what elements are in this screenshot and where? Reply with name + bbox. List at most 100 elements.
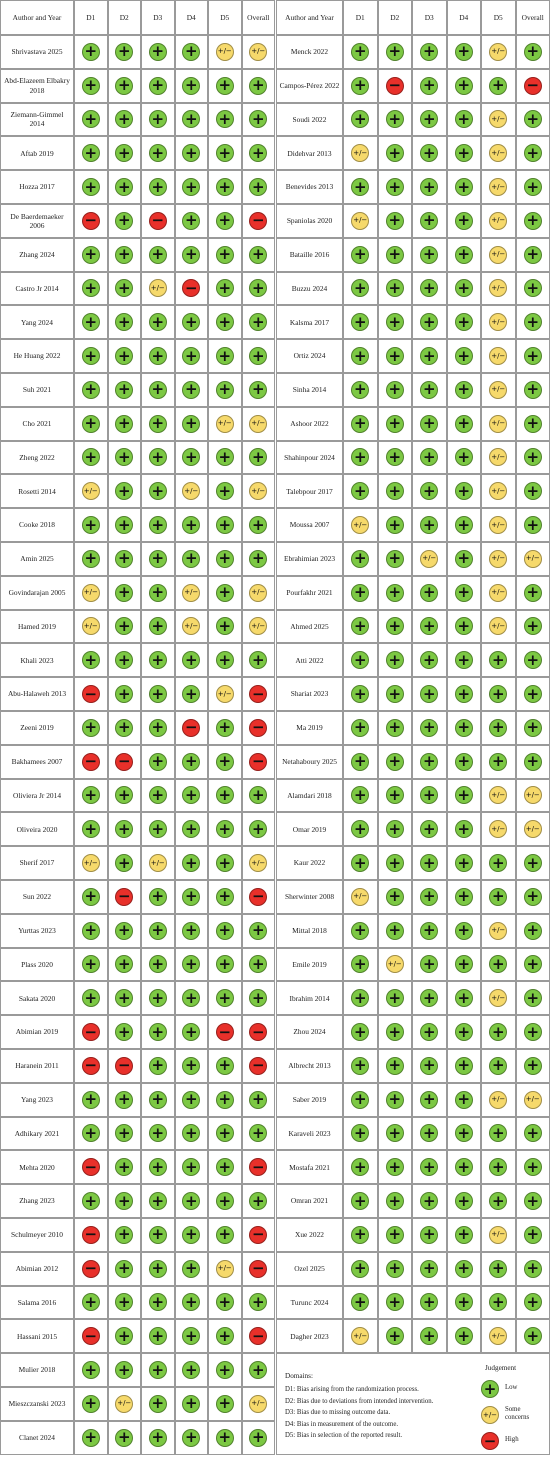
judgement-cell: + [107, 305, 141, 340]
judgement-symbol: + [454, 1023, 473, 1042]
judgement-cell: + [241, 136, 275, 171]
judgement-cell: +/− [481, 812, 516, 847]
judgement-cell: − [241, 880, 275, 914]
judgement-symbol: + [249, 76, 268, 95]
judgement-symbol: + [81, 414, 100, 433]
judgement-cell: + [107, 1319, 141, 1354]
judgement-symbol: +/− [489, 1327, 508, 1346]
judgement-cell: + [74, 1184, 108, 1218]
author-year: Albrecht 2013 [276, 1049, 343, 1083]
judgement-cell: + [412, 170, 447, 204]
judgement-cell: − [74, 1049, 108, 1083]
column-header: Author and Year [276, 0, 343, 35]
judgement-symbol: + [81, 718, 100, 737]
judgement-cell: − [241, 1049, 275, 1083]
judgement-cell: + [343, 1251, 378, 1286]
judgement-cell: + [377, 609, 412, 644]
author-year: Yurttas 2023 [0, 913, 74, 948]
judgement-symbol: + [420, 211, 439, 230]
judgement-symbol: + [182, 1090, 201, 1109]
judgement-symbol: + [351, 1293, 370, 1312]
author-year: Zhang 2023 [0, 1184, 74, 1218]
judgement-symbol: +/− [489, 921, 508, 940]
judgement-symbol: + [385, 1225, 404, 1244]
judgement-cell: + [74, 406, 108, 441]
judgement-symbol: + [420, 1124, 439, 1143]
judgement-symbol: + [420, 617, 439, 636]
judgement-cell: + [208, 373, 242, 407]
judgement-symbol: + [215, 752, 234, 771]
judgement-cell: + [141, 947, 175, 982]
judgement-cell: + [74, 643, 108, 678]
judgement-cell: + [208, 575, 242, 610]
judgement-symbol: + [182, 516, 201, 535]
judgement-symbol: + [351, 279, 370, 298]
judgement-symbol: + [215, 786, 234, 805]
domains-title: Domains: [285, 1372, 313, 1381]
judgement-cell: + [377, 170, 412, 204]
judgement-cell: + [241, 778, 275, 813]
judgement-symbol: +/− [81, 482, 100, 501]
judgement-cell: + [174, 1015, 208, 1049]
judgement-symbol: +/− [81, 854, 100, 873]
column-header: D2 [107, 0, 141, 35]
judgement-cell: + [446, 643, 481, 678]
judgement-cell: + [515, 271, 550, 306]
judgement-cell: + [141, 68, 175, 103]
judgement-symbol: + [249, 313, 268, 332]
judgement-cell: +/− [481, 508, 516, 542]
author-year: Oliveira 2020 [0, 812, 74, 847]
author-year: Rosetti 2014 [0, 474, 74, 509]
judgement-cell: − [208, 1015, 242, 1049]
judgement-symbol: + [215, 211, 234, 230]
judgement-symbol: + [523, 347, 542, 366]
judgement-cell: + [446, 305, 481, 340]
judgement-symbol: − [249, 211, 268, 230]
judgement-symbol: +/− [489, 245, 508, 264]
author-year: Benevides 2013 [276, 170, 343, 204]
judgement-cell: + [515, 1218, 550, 1252]
judgement-symbol: + [148, 1327, 167, 1346]
author-year: Alamdari 2018 [276, 778, 343, 813]
judgement-symbol: + [249, 380, 268, 399]
judgement-cell: +/− [481, 542, 516, 576]
judgement-cell: + [343, 474, 378, 509]
judgement-cell: + [515, 1285, 550, 1320]
judgement-cell: + [515, 643, 550, 678]
author-year: Karaveli 2023 [276, 1116, 343, 1151]
judgement-symbol: + [385, 752, 404, 771]
judgement-cell: + [208, 271, 242, 306]
judgement-cell: + [515, 677, 550, 711]
column-header: D4 [174, 0, 208, 35]
judgement-symbol: + [249, 1428, 268, 1447]
judgement-cell: + [141, 1015, 175, 1049]
judgement-cell: + [174, 305, 208, 340]
judgement-symbol: + [182, 549, 201, 568]
judgement-symbol: + [351, 1225, 370, 1244]
judgement-cell: +/− [515, 778, 550, 813]
judgement-cell: + [446, 1082, 481, 1117]
judgement-cell: +/− [481, 1319, 516, 1354]
judgement-symbol: + [385, 989, 404, 1008]
judgement-symbol: + [115, 245, 134, 264]
judgement-symbol: + [489, 1056, 508, 1075]
judgement-cell: − [174, 271, 208, 306]
judgement-symbol: + [81, 42, 100, 61]
judgement-cell: + [412, 271, 447, 306]
author-year: Omar 2019 [276, 812, 343, 847]
judgement-cell: + [446, 474, 481, 509]
judgement-cell: + [412, 508, 447, 542]
judgement-symbol: − [249, 1327, 268, 1346]
judgement-symbol: + [148, 110, 167, 129]
judgement-symbol: + [249, 921, 268, 940]
judgement-symbol: + [523, 1023, 542, 1042]
judgement-cell: +/− [208, 406, 242, 441]
judgement-symbol: − [115, 887, 134, 906]
judgement-cell: + [446, 880, 481, 914]
column-header: Overall [241, 0, 275, 35]
judgement-cell: + [412, 1082, 447, 1117]
judgement-symbol: + [115, 617, 134, 636]
author-year: Adhikary 2021 [0, 1116, 74, 1151]
judgement-symbol: + [385, 820, 404, 839]
judgement-cell: +/− [481, 440, 516, 475]
